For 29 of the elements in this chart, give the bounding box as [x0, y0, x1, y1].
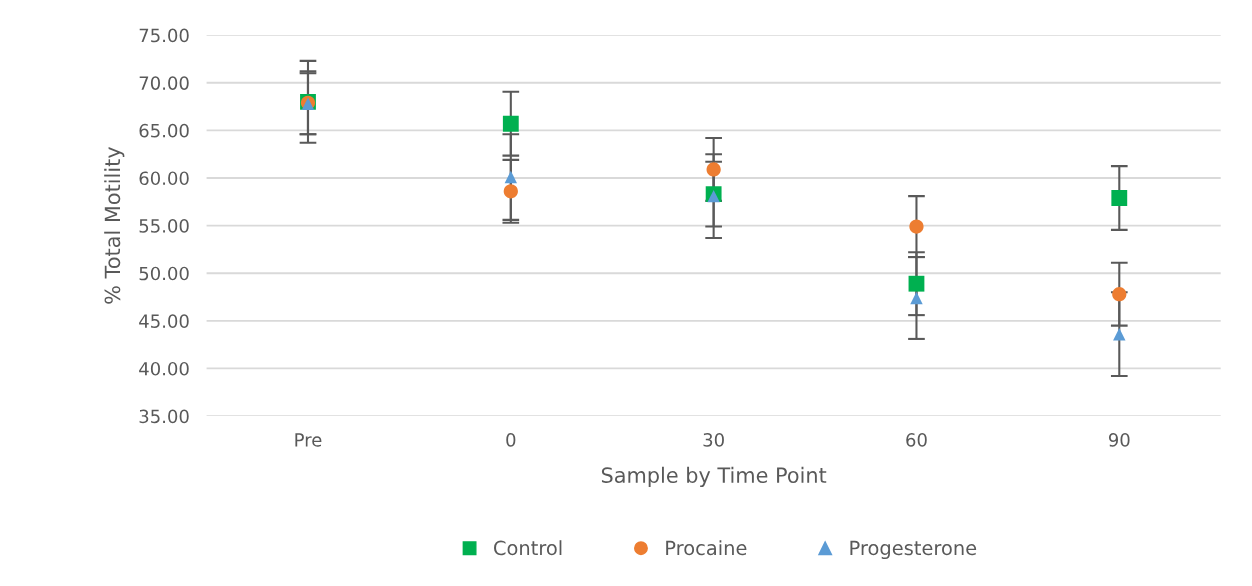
legend-label: Procaine: [666, 540, 747, 556]
x-tick-label: 60: [906, 433, 927, 447]
point: [909, 219, 924, 234]
point: [1111, 190, 1128, 206]
y-tick-label: 35.00: [139, 409, 189, 424]
point: [503, 184, 518, 199]
x-tick-label: Pre: [295, 433, 322, 447]
point: [910, 291, 923, 305]
point: [502, 115, 519, 132]
point: [504, 170, 518, 184]
point: [706, 162, 721, 177]
legend-label: Progesterone: [850, 540, 977, 560]
y-tick-label: 40.00: [139, 361, 189, 376]
y-tick-label: 70.00: [139, 76, 189, 90]
y-tick-label: 65.00: [139, 123, 189, 138]
point: [1113, 327, 1126, 341]
x-axis-title: Sample by Time Point: [601, 466, 827, 488]
y-axis-title: % Total Motility: [104, 147, 125, 304]
x-tick-label: 90: [1108, 433, 1130, 447]
y-tick-label: 75.00: [139, 28, 189, 43]
point: [1112, 287, 1127, 302]
y-tick-label: 60.00: [139, 171, 189, 186]
point: [908, 275, 925, 292]
y-tick-label: 50.00: [139, 266, 189, 281]
x-tick-label: 30: [703, 433, 724, 447]
y-tick-label: 55.00: [139, 219, 189, 233]
x-tick-label: 0: [506, 433, 516, 447]
legend-label: Control: [494, 540, 562, 556]
y-tick-label: 45.00: [139, 314, 189, 328]
